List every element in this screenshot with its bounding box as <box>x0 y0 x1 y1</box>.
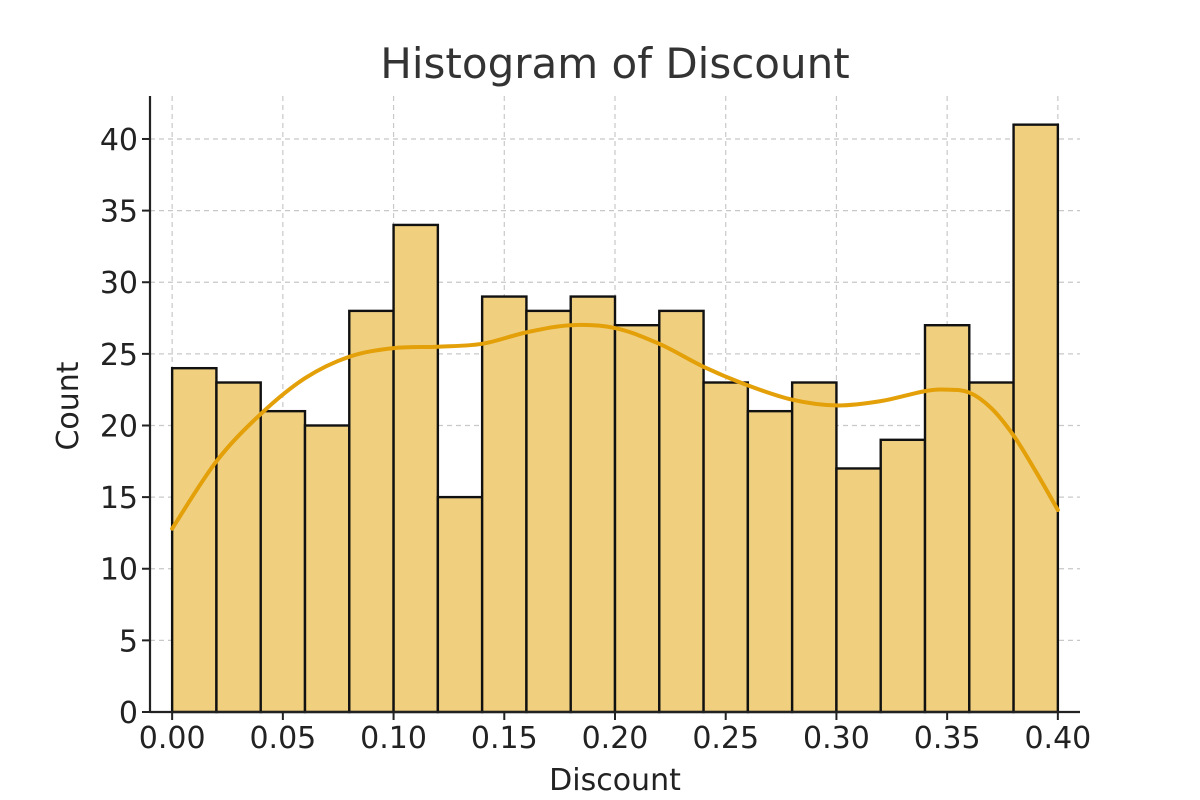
y-axis-ticks: 0 5 10 15 20 25 30 35 40 <box>100 123 150 731</box>
x-tick-label-2: 0.10 <box>360 721 427 756</box>
histogram-bar-15 <box>835 467 882 714</box>
histogram-bar-0 <box>170 366 218 714</box>
x-tick-label-4: 0.20 <box>582 721 649 756</box>
y-tick-label-7: 35 <box>100 195 138 230</box>
y-tick-label-0: 0 <box>119 696 138 731</box>
x-axis-label: Discount <box>549 763 681 798</box>
x-tick-label-5: 0.25 <box>692 721 759 756</box>
y-axis-label: Count <box>51 361 86 450</box>
histogram-bar-18 <box>968 381 1015 714</box>
histogram-bar-3 <box>303 424 351 714</box>
histogram-bars <box>170 123 1060 714</box>
y-tick-label-8: 40 <box>100 123 138 158</box>
histogram-bar-10 <box>613 324 661 714</box>
x-tick-label-7: 0.35 <box>914 721 981 756</box>
histogram-bar-13 <box>746 409 794 714</box>
histogram-bar-2 <box>259 409 307 714</box>
y-tick-label-1: 5 <box>119 624 138 659</box>
y-tick-label-6: 30 <box>100 266 138 301</box>
histogram-bar-8 <box>525 309 572 714</box>
x-tick-label-6: 0.30 <box>803 721 870 756</box>
histogram-bar-5 <box>392 223 440 714</box>
kde-curve <box>170 322 1060 531</box>
histogram-bar-6 <box>436 495 484 714</box>
histogram-bar-14 <box>790 381 838 714</box>
y-tick-label-2: 10 <box>100 553 138 588</box>
x-tick-label-3: 0.15 <box>471 721 538 756</box>
histogram-bar-19 <box>1012 123 1060 714</box>
histogram-bar-1 <box>215 381 262 714</box>
histogram-bar-12 <box>702 381 750 714</box>
histogram-bar-11 <box>658 309 705 714</box>
y-tick-label-4: 20 <box>100 409 138 444</box>
y-tick-label-3: 15 <box>100 481 138 516</box>
histogram-bar-7 <box>480 295 528 714</box>
x-tick-label-8: 0.40 <box>1024 721 1091 756</box>
chart-title: Histogram of Discount <box>380 39 849 88</box>
y-tick-label-5: 25 <box>100 338 138 373</box>
histogram-bar-16 <box>879 438 927 714</box>
x-axis-ticks: 0.00 0.05 0.10 0.15 0.20 0.25 0.30 0.35 0.40 <box>139 712 1091 756</box>
histogram-bar-4 <box>348 309 395 714</box>
x-tick-label-1: 0.05 <box>249 721 316 756</box>
histogram-bar-9 <box>569 295 617 714</box>
x-tick-label-0: 0.00 <box>139 721 206 756</box>
histogram-bar-17 <box>923 324 971 714</box>
